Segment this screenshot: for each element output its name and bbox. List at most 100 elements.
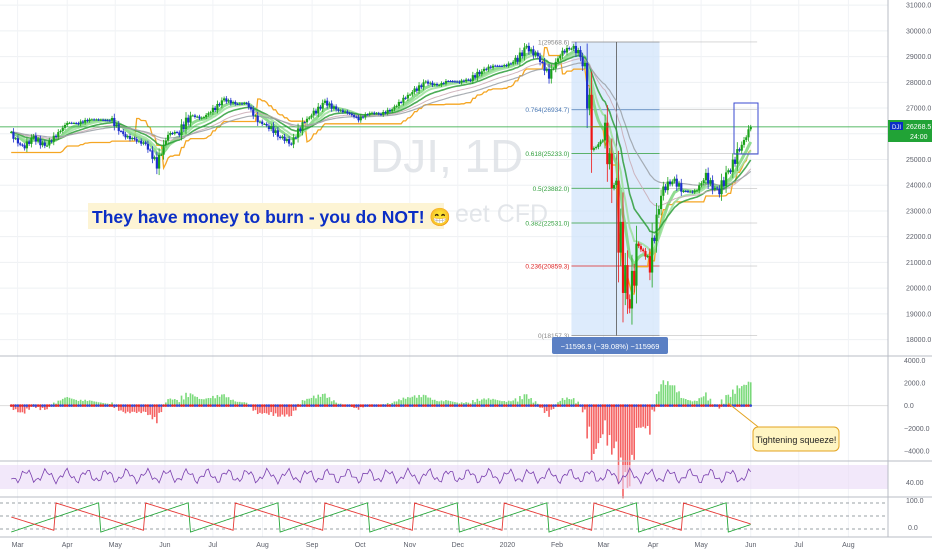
momentum-bar <box>646 405 649 426</box>
price-pane[interactable]: 1(29568.6) 0.764(26934.7) 0.618(25233.0) 0.… <box>0 0 888 537</box>
squeeze-dot <box>256 404 260 407</box>
momentum-bar <box>494 399 497 406</box>
squeeze-dot <box>242 404 246 407</box>
candle-body <box>707 172 710 184</box>
squeeze-dot <box>130 404 134 407</box>
squeeze-dot <box>406 404 410 407</box>
momentum-bar <box>26 405 28 409</box>
time-tick-label: Apr <box>648 542 660 549</box>
momentum-bar <box>561 398 564 406</box>
squeeze-dot <box>718 404 721 407</box>
momentum-pane[interactable]: Tightening squeeze! <box>0 355 932 499</box>
momentum-bar <box>684 399 687 406</box>
momentum-bar <box>283 405 286 417</box>
squeeze-dot <box>433 404 437 407</box>
candle-body <box>124 134 127 138</box>
momentum-bar <box>169 398 172 406</box>
momentum-bar <box>386 402 389 406</box>
squeeze-dot <box>225 404 228 407</box>
squeeze-callout[interactable]: Tightening squeeze! <box>727 402 840 452</box>
candle-body <box>675 178 678 187</box>
stochastic-pane[interactable] <box>0 496 932 533</box>
candle-body <box>720 180 723 195</box>
momentum-bar <box>407 397 409 406</box>
squeeze-dot <box>339 404 342 407</box>
candle-body <box>337 109 340 111</box>
momentum-bar <box>617 405 620 485</box>
momentum-bar <box>198 398 201 406</box>
candle-body <box>104 120 107 122</box>
momentum-bar <box>505 401 508 406</box>
squeeze-dot <box>637 404 640 407</box>
squeeze-dot <box>554 404 558 407</box>
squeeze-dot <box>451 404 454 407</box>
candle-body <box>292 137 295 145</box>
squeeze-dot <box>359 404 363 407</box>
candle-body <box>43 142 46 146</box>
momentum-bar <box>602 405 604 435</box>
candle-body <box>420 85 423 88</box>
squeeze-dot <box>720 404 723 407</box>
squeeze-dot <box>469 404 472 407</box>
squeeze-dot <box>153 404 156 407</box>
candle-body <box>536 52 539 57</box>
momentum-bar <box>658 391 660 406</box>
candle-body <box>211 107 214 113</box>
candle-body <box>686 191 690 193</box>
momentum-bar <box>635 405 638 428</box>
fibonacci-range-box[interactable] <box>571 41 660 336</box>
candle-body <box>66 122 69 125</box>
squeeze-dot <box>90 404 94 407</box>
momentum-tick-label: 0.0 <box>904 403 914 410</box>
squeeze-dot <box>491 404 495 407</box>
momentum-bar <box>682 398 685 406</box>
momentum-bar <box>516 401 519 406</box>
candle-body <box>364 114 367 118</box>
squeeze-dot <box>357 404 360 407</box>
momentum-bar <box>429 397 432 406</box>
momentum-bar <box>19 405 21 413</box>
price-tick-label: 28000.0 <box>906 80 931 87</box>
squeeze-dot <box>88 404 91 407</box>
candle-body <box>350 113 353 116</box>
momentum-bar <box>476 398 479 406</box>
time-axis[interactable]: Mar Apr May Jun Jul Aug Sep Oct Nov Dec 2020 Feb Mar… <box>0 536 932 549</box>
momentum-bar <box>507 400 510 406</box>
price-candles[interactable] <box>10 42 752 325</box>
price-tick-label: 21000.0 <box>906 260 931 267</box>
fib-level-label: 0.236(20859.3) <box>525 264 569 271</box>
projection-box[interactable] <box>733 102 759 155</box>
candle-body <box>639 246 643 250</box>
candle-body <box>572 45 575 49</box>
squeeze-dot <box>334 404 338 407</box>
candle-body <box>444 81 448 84</box>
last-price-tag[interactable]: DJI 26268.5 24:00 <box>888 120 932 142</box>
candle-body <box>84 119 87 123</box>
candle-body <box>469 79 472 81</box>
candle-body <box>384 112 387 114</box>
time-tick-label: Jun <box>745 542 756 549</box>
momentum-bar <box>82 401 84 406</box>
momentum-bar <box>187 397 190 406</box>
price-scale[interactable]: 31000.030000.029000.028000.027000.026000… <box>887 0 932 537</box>
candle-body <box>126 135 129 138</box>
squeeze-dot <box>610 404 614 407</box>
momentum-bar <box>131 405 134 412</box>
candle-body <box>200 117 203 119</box>
squeeze-dot <box>63 404 67 407</box>
measure-label[interactable]: −11596.9 (−39.08%) −115969 <box>552 337 668 354</box>
momentum-bar <box>138 405 140 412</box>
candle-body <box>397 101 400 106</box>
candle-body <box>321 102 324 109</box>
candle-body <box>417 85 421 91</box>
momentum-bar <box>259 405 261 413</box>
candle-body <box>624 265 627 293</box>
candle-body <box>581 57 584 67</box>
annotation-banner[interactable]: They have money to burn - you do NOT! 😁 <box>88 203 451 229</box>
squeeze-dot <box>628 404 632 407</box>
momentum-bar <box>557 402 559 406</box>
momentum-bar <box>568 398 571 406</box>
candle-body <box>521 52 524 57</box>
oscillator-pane[interactable] <box>0 460 932 489</box>
